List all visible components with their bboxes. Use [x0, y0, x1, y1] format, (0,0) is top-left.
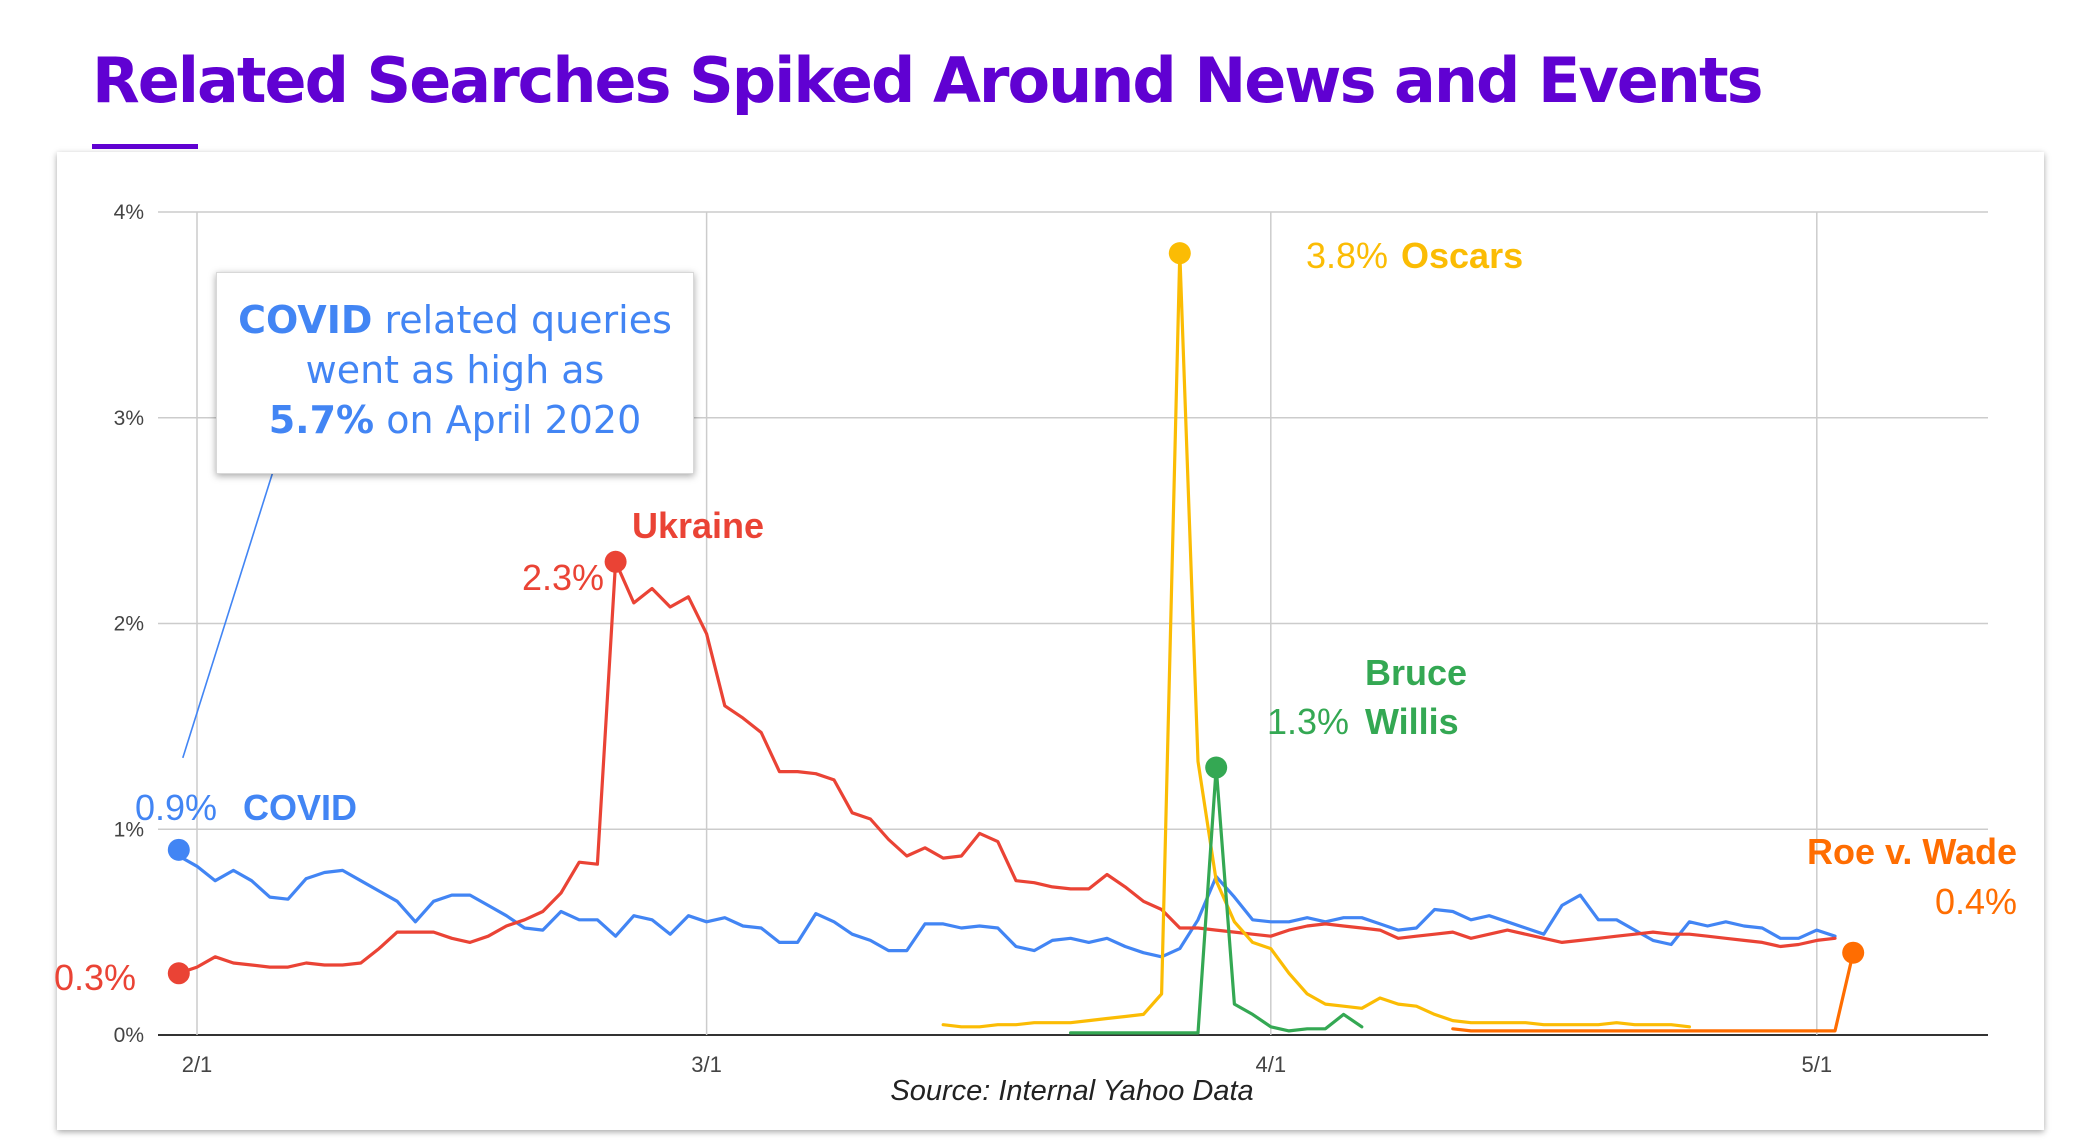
y-tick-label: 0%	[114, 1024, 144, 1047]
x-axis-ticks: 2/1 3/1 4/1 5/1	[182, 1052, 1832, 1077]
series-line	[941, 251, 1691, 1029]
covid-name-label: COVID	[243, 787, 357, 828]
x-tick-label: 4/1	[1256, 1052, 1287, 1077]
highlight-point	[604, 550, 627, 573]
series-lines	[177, 251, 1855, 1035]
highlight-points	[167, 242, 1865, 985]
roe-name-label: Roe v. Wade	[1807, 831, 2017, 872]
oscars-name-label: Oscars	[1401, 235, 1523, 276]
y-tick-label: 4%	[114, 201, 144, 224]
bruce-name-label-2: Willis	[1365, 701, 1459, 742]
callout-line1-text: related queries	[372, 298, 672, 342]
series-line	[1451, 951, 1855, 1033]
highlight-point	[1205, 756, 1228, 779]
callout-arrow	[182, 461, 277, 759]
series-line	[1069, 765, 1364, 1035]
ukraine-start-label: 0.3%	[54, 957, 136, 998]
highlight-point	[1168, 242, 1191, 265]
callout-percent-strong: 5.7%	[268, 398, 375, 442]
series-line	[177, 560, 1837, 975]
bruce-value-label: 1.3%	[1267, 701, 1349, 742]
title-underline	[92, 144, 198, 149]
x-tick-label: 5/1	[1802, 1052, 1833, 1077]
bruce-name-label-1: Bruce	[1365, 652, 1467, 693]
page-title: Related Searches Spiked Around News and …	[92, 44, 1763, 117]
covid-value-label: 0.9%	[135, 787, 217, 828]
ukraine-name-label: Ukraine	[632, 505, 764, 546]
callout-covid-strong: COVID	[238, 298, 373, 342]
y-tick-label: 1%	[114, 818, 144, 841]
ukraine-peak-label: 2.3%	[522, 557, 604, 598]
highlight-point	[1842, 941, 1865, 964]
series-line	[177, 854, 1837, 959]
callout-line3-text: on April 2020	[374, 398, 642, 442]
y-tick-label: 3%	[114, 407, 144, 430]
oscars-value-label: 3.8%	[1306, 235, 1388, 276]
source-note: Source: Internal Yahoo Data	[890, 1075, 1254, 1107]
x-tick-label: 3/1	[691, 1052, 722, 1077]
callout-line2-text: went as high as	[305, 348, 605, 392]
y-axis-ticks: 0% 1% 2% 3% 4%	[114, 201, 144, 1047]
y-tick-label: 2%	[114, 613, 144, 636]
roe-value-label: 0.4%	[1935, 881, 2017, 922]
covid-callout-box: COVID related queries went as high as 5.…	[216, 272, 694, 474]
highlight-point	[167, 962, 190, 985]
x-tick-label: 2/1	[182, 1052, 213, 1077]
highlight-point	[167, 838, 190, 861]
chart-grid	[158, 211, 1988, 1036]
annotations: 0.9% COVID 0.3% 2.3% Ukraine 3.8% Oscars 1.3% Br…	[54, 235, 2017, 998]
